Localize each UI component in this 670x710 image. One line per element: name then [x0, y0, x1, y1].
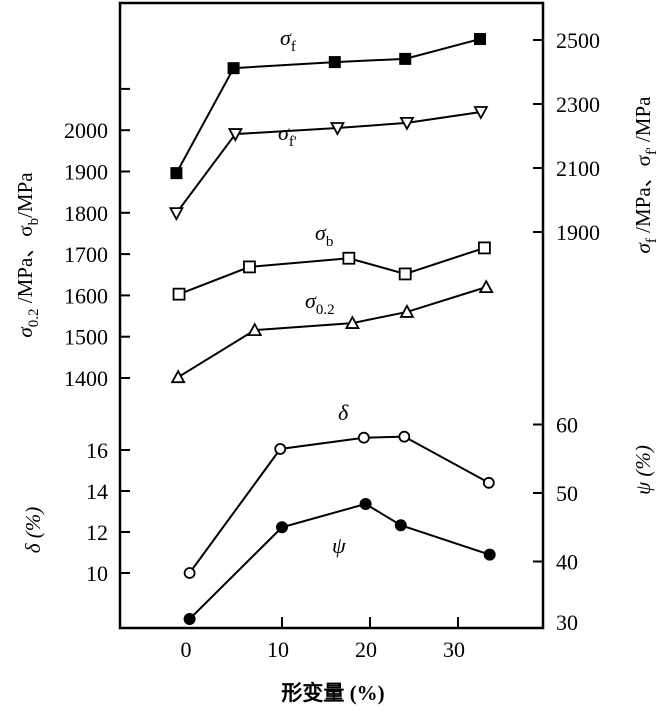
- data-point: [247, 322, 263, 336]
- data-point: [399, 304, 415, 318]
- data-point: [482, 476, 495, 489]
- right-lower-tick-label: 40: [556, 550, 578, 575]
- left-lower-tick-label: 14: [86, 479, 108, 504]
- data-point: [243, 260, 256, 274]
- data-point: [357, 431, 370, 444]
- left-lower-tick-label: 10: [86, 561, 108, 586]
- left-lower-tick-label: 12: [86, 520, 108, 545]
- series-4: δ: [183, 400, 495, 579]
- data-point: [170, 167, 183, 180]
- data-point: [183, 567, 196, 579]
- plot-frame: [118, 1, 545, 630]
- series-line: [177, 286, 487, 379]
- series-0: σf: [170, 25, 486, 180]
- series-label: ψ: [332, 533, 346, 558]
- series-3: σ0.2: [170, 279, 494, 384]
- left-upper-tick-label: 1800: [64, 201, 108, 226]
- data-point: [399, 116, 415, 131]
- left-upper-tick-label: 1400: [64, 366, 108, 391]
- right-upper-tick-label: 2300: [556, 92, 600, 117]
- series-label: σb: [315, 220, 333, 250]
- left-upper-axis-title: σ0.2 /MPa、σb/MPa: [13, 172, 42, 338]
- x-tick-label: 0: [181, 637, 192, 662]
- series-label: σf: [280, 25, 296, 55]
- data-point: [399, 52, 412, 65]
- data-point: [183, 613, 196, 626]
- right-lower-tick-label: 30: [556, 610, 578, 635]
- series-line: [188, 502, 490, 620]
- left-upper-tick-label: 1600: [64, 283, 108, 308]
- data-point: [398, 430, 411, 443]
- data-point: [172, 287, 186, 301]
- left-lower-axis-title: δ (%): [21, 507, 45, 554]
- data-point: [168, 207, 184, 221]
- data-point: [227, 62, 240, 75]
- data-point: [329, 122, 345, 136]
- right-upper-tick-label: 2100: [556, 156, 600, 181]
- data-point: [276, 521, 288, 534]
- data-point: [227, 128, 243, 142]
- series-label: σ0.2: [305, 288, 335, 318]
- data-point: [477, 241, 491, 255]
- data-point: [359, 497, 372, 510]
- data-point: [483, 548, 496, 561]
- left-lower-tick-label: 16: [86, 438, 108, 463]
- data-point: [274, 443, 287, 455]
- series-2: σb: [172, 220, 491, 301]
- data-point: [328, 56, 341, 69]
- left-upper-tick-label: 1700: [64, 242, 108, 267]
- data-point: [473, 106, 489, 120]
- series-label: δ: [338, 400, 349, 425]
- right-upper-axis-title: σf /MPa、σf' /MPa: [631, 96, 660, 254]
- data-point: [474, 33, 486, 46]
- series-1: σf': [168, 106, 489, 221]
- series-label: σf': [278, 120, 297, 150]
- right-upper-tick-label: 2500: [556, 28, 600, 53]
- x-tick-label: 20: [355, 637, 377, 662]
- series-5: ψ: [183, 497, 496, 626]
- x-tick-label: 10: [267, 637, 289, 662]
- left-upper-tick-label: 1500: [64, 325, 108, 350]
- series-line: [178, 246, 485, 296]
- x-axis-title: 形变量 (%): [281, 681, 384, 705]
- right-lower-tick-label: 50: [556, 481, 578, 506]
- data-point: [342, 251, 356, 265]
- x-tick-label: 30: [443, 637, 465, 662]
- data-point: [170, 369, 186, 384]
- left-upper-tick-label: 1900: [64, 160, 108, 185]
- series-line: [175, 111, 482, 214]
- data-point: [398, 267, 412, 281]
- right-lower-axis-title: ψ (%): [631, 445, 655, 495]
- data-point: [394, 519, 407, 532]
- right-lower-tick-label: 60: [556, 413, 578, 438]
- right-upper-tick-label: 1900: [556, 220, 600, 245]
- left-upper-tick-label: 2000: [64, 118, 108, 143]
- data-point: [478, 279, 494, 294]
- data-point: [344, 315, 360, 329]
